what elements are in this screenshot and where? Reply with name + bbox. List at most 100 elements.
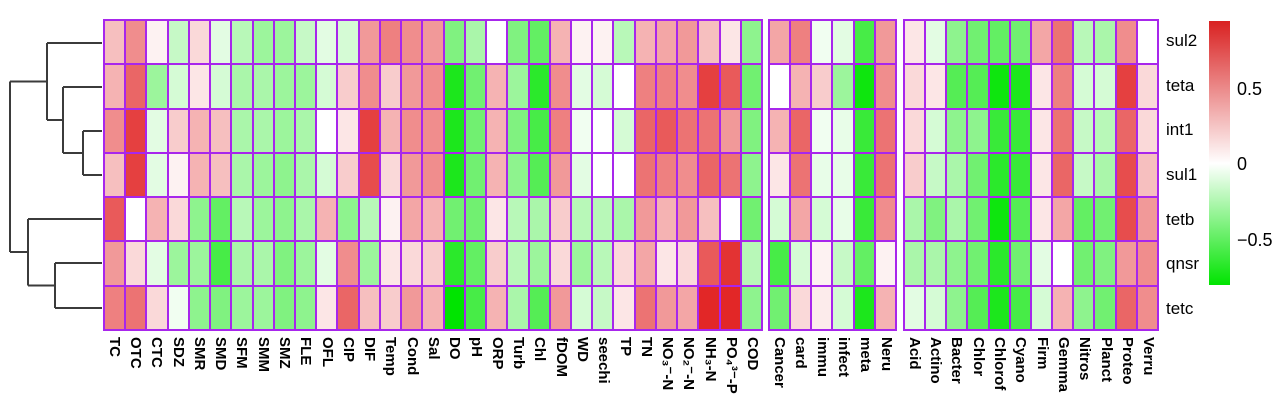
heatmap-cell (613, 108, 635, 153)
heatmap-cell (337, 108, 359, 153)
heatmap-cell (1009, 20, 1031, 65)
heatmap-cell (592, 197, 614, 242)
heatmap-cell (486, 197, 508, 242)
heatmap-cell (188, 20, 211, 65)
heatmap-cell (655, 241, 678, 286)
heatmap-cell (486, 241, 508, 286)
heatmap-cell (853, 20, 875, 65)
heatmap-cell (358, 108, 380, 153)
column-label: immu (813, 337, 831, 378)
heatmap-cell (740, 64, 762, 109)
heatmap-cell (464, 20, 487, 65)
heatmap-cell (273, 152, 296, 198)
heatmap-cell (925, 285, 947, 330)
heatmap-cell (1052, 64, 1074, 109)
column-label: SDZ (169, 337, 187, 367)
heatmap-cell (188, 241, 211, 286)
heatmap-cell (655, 197, 678, 242)
column-label: Gemma (1055, 337, 1072, 393)
heatmap-cell (988, 64, 1010, 109)
heatmap-cell (273, 20, 296, 65)
heatmap-cell (401, 241, 423, 286)
heatmap-cell (422, 152, 444, 198)
heatmap-cell (507, 152, 529, 198)
heatmap-cell (677, 108, 699, 153)
heatmap-cell (570, 20, 593, 65)
heatmap-cell (853, 197, 875, 242)
heatmap-cell (634, 197, 656, 242)
heatmap-cell (1052, 197, 1074, 242)
heatmap-cell (570, 241, 593, 286)
heatmap-cell (719, 241, 741, 286)
heatmap-cell (125, 20, 147, 65)
heatmap-cell (904, 285, 926, 330)
heatmap-panel-bacterial-phyla (903, 19, 1159, 331)
heatmap-cell (698, 241, 720, 286)
heatmap-cell (655, 285, 678, 330)
heatmap-cell (125, 241, 147, 286)
heatmap-cell (592, 241, 614, 286)
heatmap-cell (104, 108, 126, 153)
heatmap-cell (790, 20, 812, 65)
heatmap-cell (740, 152, 762, 198)
heatmap-cell (401, 197, 423, 242)
heatmap-cell (1094, 152, 1116, 198)
heatmap-cell (549, 285, 571, 330)
heatmap-cell (273, 285, 296, 330)
heatmap-cell (946, 152, 968, 198)
heatmap-cell (1094, 197, 1116, 242)
column-label: Turb (510, 337, 528, 370)
heatmap-cell (1052, 20, 1074, 65)
heatmap-cell (946, 20, 968, 65)
heatmap-cell (677, 285, 699, 330)
heatmap-cell (295, 197, 317, 242)
heatmap-cell (507, 285, 529, 330)
heatmap-cell (946, 197, 968, 242)
column-label: SMR (190, 337, 208, 371)
heatmap-cell (210, 20, 232, 65)
heatmap-cell (1094, 108, 1116, 153)
column-label: OTC (126, 337, 144, 369)
heatmap-cell (613, 241, 635, 286)
heatmap-cell (946, 108, 968, 153)
heatmap-cell (422, 285, 444, 330)
heatmap-cell (1009, 152, 1031, 198)
heatmap-cell (613, 285, 635, 330)
column-label: PO₄³⁻-P (723, 337, 741, 394)
heatmap-cell (570, 108, 593, 153)
heatmap-cell (1009, 197, 1031, 242)
heatmap-cell (769, 152, 791, 198)
heatmap-cell (570, 64, 593, 109)
heatmap-cell (231, 64, 253, 109)
heatmap-cell (443, 197, 465, 242)
heatmap-cell (379, 152, 402, 198)
column-label: TP (616, 337, 634, 357)
heatmap-cell (231, 241, 253, 286)
legend-tick-05: 0.5 (1237, 79, 1263, 99)
heatmap-cell (769, 197, 791, 242)
heatmap-cell (422, 108, 444, 153)
heatmap-cell (125, 64, 147, 109)
heatmap-cell (379, 241, 402, 286)
heatmap-cell (832, 285, 854, 330)
heatmap-cell (634, 20, 656, 65)
heatmap-cell (769, 241, 791, 286)
heatmap-cell (273, 197, 296, 242)
heatmap-cell (507, 241, 529, 286)
heatmap-cell (832, 20, 854, 65)
heatmap-cell (874, 20, 896, 65)
row-label: int1 (1166, 120, 1194, 140)
heatmap-cell (904, 197, 926, 242)
heatmap-cell (252, 20, 274, 65)
heatmap-cell (167, 197, 189, 242)
heatmap-cell (634, 64, 656, 109)
heatmap-cell (874, 197, 896, 242)
heatmap-cell (925, 152, 947, 198)
heatmap-cell (146, 152, 168, 198)
heatmap-cell (231, 152, 253, 198)
heatmap-cell (231, 20, 253, 65)
heatmap-cell (401, 285, 423, 330)
column-label: Acid (905, 337, 923, 370)
heatmap-cell (167, 152, 189, 198)
column-label: Chl (531, 337, 549, 362)
